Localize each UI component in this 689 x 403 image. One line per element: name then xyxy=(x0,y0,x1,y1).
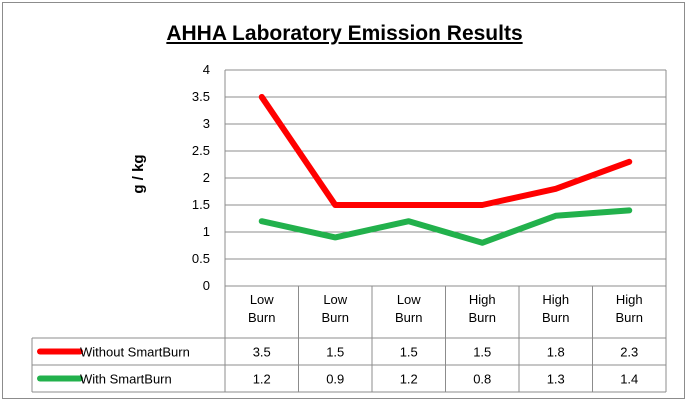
data-cell-value: 2.3 xyxy=(620,345,638,360)
y-tick-label: 0.5 xyxy=(192,251,210,266)
y-tick-label: 2.5 xyxy=(192,143,210,158)
x-category-label-line: Burn xyxy=(395,310,422,325)
data-cell-value: 1.2 xyxy=(400,372,418,387)
data-cell-value: 1.4 xyxy=(620,372,638,387)
chart-title: AHHA Laboratory Emission Results xyxy=(166,22,523,45)
x-category-label: High Burn xyxy=(542,292,569,325)
y-axis-ticks: 0 0.5 1 1.5 2 2.5 3 3.5 4 xyxy=(192,62,210,293)
x-category-label-line: Burn xyxy=(248,310,275,325)
x-category-label: Low Burn xyxy=(395,292,422,325)
chart-frame xyxy=(2,2,685,399)
x-category-label: Low Burn xyxy=(322,292,349,325)
legend-series-name: Without SmartBurn xyxy=(80,345,190,360)
x-category-label-line: High xyxy=(469,292,496,307)
data-cell-value: 0.9 xyxy=(326,372,344,387)
x-category-label-line: Low xyxy=(323,292,347,307)
x-category-label: High Burn xyxy=(469,292,496,325)
data-cell-value: 1.5 xyxy=(473,345,491,360)
data-cell-value: 1.3 xyxy=(547,372,565,387)
series-line xyxy=(258,94,633,208)
x-category-label-line: Burn xyxy=(322,310,349,325)
x-category-label: Low Burn xyxy=(248,292,275,325)
x-category-label-line: High xyxy=(542,292,569,307)
y-tick-label: 4 xyxy=(203,62,210,77)
data-cell-value: 0.8 xyxy=(473,372,491,387)
y-tick-label: 2 xyxy=(203,170,210,185)
data-cell-value: 3.5 xyxy=(253,345,271,360)
x-category-label-line: Burn xyxy=(469,310,496,325)
x-category-label-line: Burn xyxy=(542,310,569,325)
data-cell-value: 1.2 xyxy=(253,372,271,387)
x-category-label-line: Low xyxy=(397,292,421,307)
data-cell-value: 1.5 xyxy=(326,345,344,360)
legend-series-name: With SmartBurn xyxy=(80,372,172,387)
x-category-label-line: Low xyxy=(250,292,274,307)
y-tick-label: 0 xyxy=(203,278,210,293)
x-category-label-line: Burn xyxy=(616,310,643,325)
data-cell-value: 1.5 xyxy=(400,345,418,360)
y-tick-label: 3.5 xyxy=(192,89,210,104)
series-lines xyxy=(258,94,633,246)
x-category-label-line: High xyxy=(616,292,643,307)
data-cell-value: 1.8 xyxy=(547,345,565,360)
y-tick-label: 1.5 xyxy=(192,197,210,212)
series-line xyxy=(258,207,633,246)
gridlines xyxy=(224,69,667,287)
x-category-label: High Burn xyxy=(616,292,643,325)
y-tick-label: 1 xyxy=(203,224,210,239)
y-tick-label: 3 xyxy=(203,116,210,131)
